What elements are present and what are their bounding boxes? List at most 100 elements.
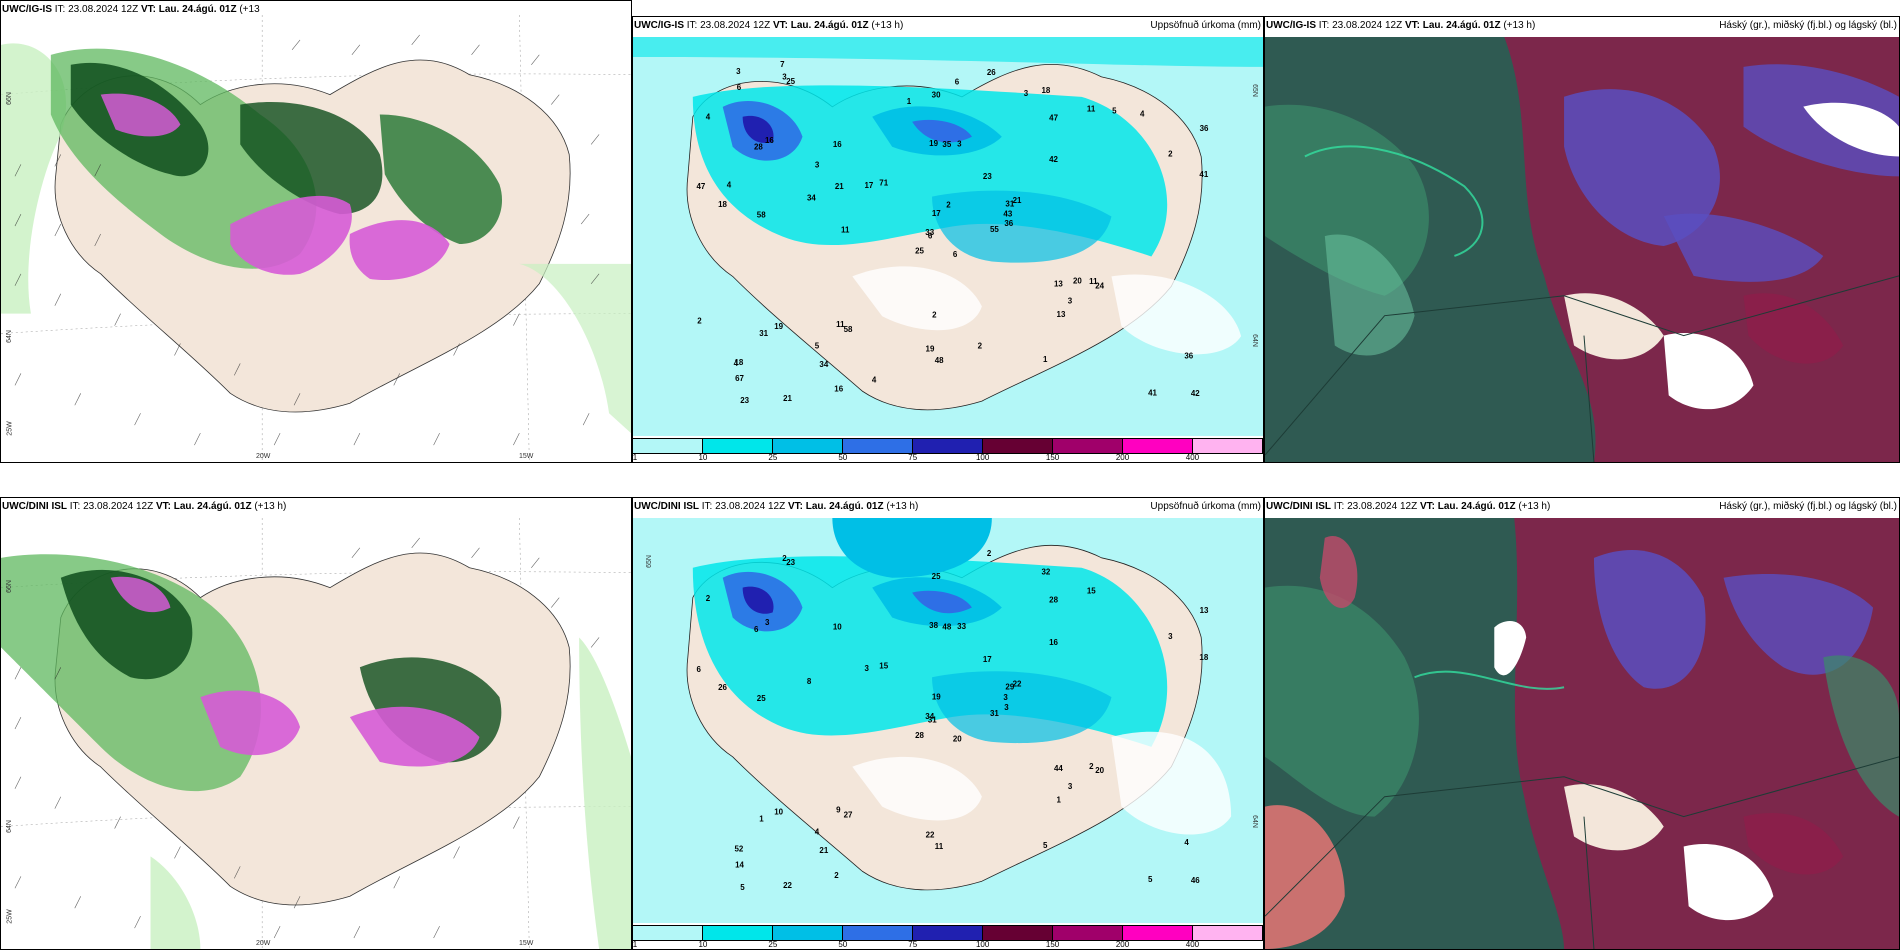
precip-value-label: 20 xyxy=(1073,277,1082,286)
colorbar-tick: 50 xyxy=(838,453,848,462)
colorbar-swatch xyxy=(633,439,703,453)
precip-value-label: 17 xyxy=(932,209,941,218)
precip-value-label: 2 xyxy=(932,310,937,319)
lat-label: 65N xyxy=(1251,84,1259,97)
lon-label: 25W xyxy=(6,421,14,436)
precip-value-label: 34 xyxy=(807,193,816,202)
precip-value-label: 11 xyxy=(841,226,850,235)
precip-value-label: 26 xyxy=(987,68,996,77)
colorbar-swatch xyxy=(1053,926,1123,940)
colorbar-swatch xyxy=(983,926,1053,940)
colorbar-tick: 100 xyxy=(975,453,990,462)
lon-label: 15W xyxy=(519,453,534,460)
precip-value-label: 26 xyxy=(718,683,727,692)
precip-value-label: 5 xyxy=(815,342,820,351)
colorbar-tick: 400 xyxy=(1185,453,1200,462)
colorbar-tick: 25 xyxy=(768,940,778,949)
precip-value-label: 4 xyxy=(727,181,732,190)
precip-value-label: 23 xyxy=(740,396,749,405)
precip-value-label: 9 xyxy=(836,806,841,815)
colorbar-tick: 10 xyxy=(698,940,708,949)
map-area xyxy=(1265,37,1899,462)
precip-value-label: 18 xyxy=(718,200,727,209)
precip-value-label: 28 xyxy=(915,731,924,740)
precip-value-label: 32 xyxy=(1042,567,1051,576)
map-area: 66N 64N 20W 15W 25W xyxy=(1,518,631,949)
precip-value-label: 17 xyxy=(983,655,992,664)
panel-top-right-cloud-cover: UWC/IG-IS IT: 23.08.2024 12Z VT: Lau. 24… xyxy=(1264,16,1900,463)
precip-value-label: 16 xyxy=(834,384,843,393)
precip-value-label: 19 xyxy=(926,344,935,353)
precip-value-label: 4 xyxy=(706,112,711,121)
precip-value-label: 47 xyxy=(696,182,705,191)
panel-top-middle-accum-precip: UWC/IG-IS IT: 23.08.2024 12Z VT: Lau. 24… xyxy=(632,16,1264,463)
precip-value-label: 36 xyxy=(1184,352,1193,361)
precip-value-label: 3 xyxy=(815,160,820,169)
precip-value-label: 6 xyxy=(928,232,933,241)
precip-value-label: 24 xyxy=(1095,281,1104,290)
precip-value-label: 30 xyxy=(932,91,941,100)
precip-value-label: 44 xyxy=(1054,764,1063,773)
colorbar-tick: 100 xyxy=(975,940,990,949)
panel-title: UWC/DINI ISL IT: 23.08.2024 12Z VT: Lau.… xyxy=(1265,498,1899,518)
precip-value-label: 2 xyxy=(697,316,702,325)
precip-value-label: 2 xyxy=(834,871,839,880)
precip-value-label: 4 xyxy=(734,359,739,368)
precip-value-label: 13 xyxy=(1057,310,1066,319)
precip-value-label: 58 xyxy=(757,211,766,220)
colorbar-tick: 1 xyxy=(632,940,638,949)
colorbar-swatch xyxy=(633,926,703,940)
precip-value-label: 3 xyxy=(957,140,962,149)
precip-value-label: 6 xyxy=(955,78,960,87)
colorbar-tick: 1 xyxy=(632,453,638,462)
map-svg xyxy=(1265,518,1899,949)
precip-value-label: 20 xyxy=(1095,766,1104,775)
precip-value-label: 25 xyxy=(786,77,795,86)
colorbar-swatch xyxy=(843,926,913,940)
precip-value-label: 1 xyxy=(907,97,912,106)
colorbar-tick: 25 xyxy=(768,453,778,462)
precip-value-label: 3 xyxy=(736,67,741,76)
precip-value-label: 23 xyxy=(786,558,795,567)
precip-value-label: 21 xyxy=(1013,196,1022,205)
precip-value-label: 17 xyxy=(864,181,873,190)
precip-value-label: 5 xyxy=(1148,875,1153,884)
precip-value-label: 2 xyxy=(946,201,951,210)
precip-value-label: 22 xyxy=(1013,680,1022,689)
precip-value-label: 4 xyxy=(1140,109,1145,118)
precip-value-label: 1 xyxy=(1043,355,1048,364)
lat-label: 66N xyxy=(5,92,13,105)
colorbar-swatch xyxy=(703,926,773,940)
precip-value-label: 16 xyxy=(765,136,774,145)
precip-value-label: 3 xyxy=(864,664,869,673)
precip-value-label: 11 xyxy=(1089,277,1098,286)
precip-value-label: 38 xyxy=(929,621,938,630)
precip-value-label: 48 xyxy=(942,622,951,631)
precip-value-label: 28 xyxy=(754,143,763,152)
panel-title: UWC/IG-IS IT: 23.08.2024 12Z VT: Lau. 24… xyxy=(1265,17,1899,37)
precip-value-label: 31 xyxy=(759,329,768,338)
lon-label: 15W xyxy=(519,940,534,947)
precip-value-label: 23 xyxy=(983,172,992,181)
precip-value-label: 55 xyxy=(990,225,999,234)
map-area xyxy=(1265,518,1899,949)
colorbar-swatch xyxy=(773,439,843,453)
colorbar-swatch xyxy=(703,439,773,453)
lat-label: 64N xyxy=(1251,334,1259,347)
panel-bottom-middle-accum-precip: UWC/DINI ISL IT: 23.08.2024 12Z VT: Lau.… xyxy=(632,497,1264,950)
precip-value-label: 4 xyxy=(815,828,820,837)
precip-value-label: 47 xyxy=(1049,113,1058,122)
precip-value-label: 11 xyxy=(935,842,944,851)
precip-value-label: 10 xyxy=(833,623,842,632)
precip-value-label: 2 xyxy=(978,342,983,351)
panel-title: UWC/IG-IS IT: 23.08.2024 12Z VT: Lau. 24… xyxy=(633,17,1263,37)
lat-label: 65N xyxy=(645,555,653,568)
map-svg xyxy=(1,15,631,462)
map-svg: 2063152292732332831234625132816223817101… xyxy=(633,518,1263,923)
map-area: 20 6 31 52 29 27 32 33 28 31 23 46 25 13 28 16 22 38 17 10 1… xyxy=(633,518,1263,923)
precip-value-label: 4 xyxy=(872,375,877,384)
precip-value-label: 14 xyxy=(735,861,744,870)
colorbar-tick: 10 xyxy=(698,453,708,462)
precip-value-label: 3 xyxy=(1168,632,1173,641)
precip-value-label: 20 xyxy=(953,735,962,744)
